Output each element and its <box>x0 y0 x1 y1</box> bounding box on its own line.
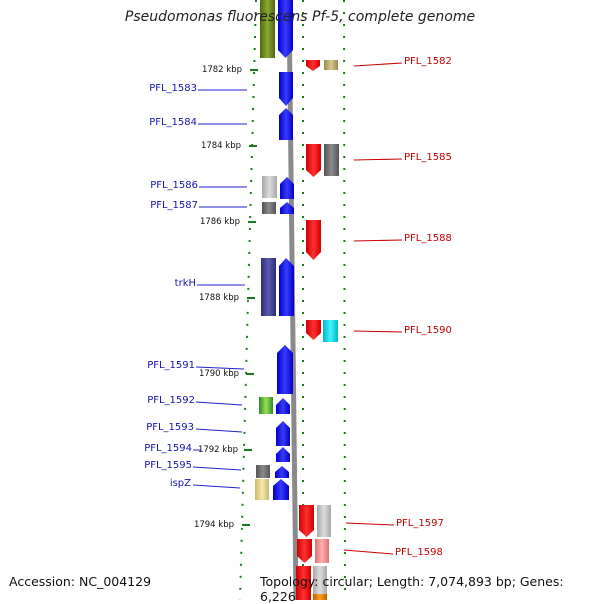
gene-label-right[interactable]: PFL_1588 <box>404 233 452 244</box>
gene-arrow[interactable] <box>279 72 293 106</box>
gene-label-left[interactable]: PFL_1587 <box>150 200 198 211</box>
gene-label-right[interactable]: PFL_1585 <box>404 152 452 163</box>
gene-label-left[interactable]: PFL_1583 <box>149 83 197 94</box>
gene-arrow[interactable] <box>297 539 312 563</box>
gene-arrow[interactable] <box>273 479 289 500</box>
gene-arrow[interactable] <box>280 202 294 214</box>
gene-arrow[interactable] <box>276 421 290 446</box>
kbp-label: 1788 kbp <box>198 293 239 303</box>
gene-block[interactable] <box>313 594 327 600</box>
gene-label-left[interactable]: trkH <box>174 278 196 289</box>
gene-arrow[interactable] <box>279 108 293 140</box>
right-label-leaders <box>343 62 403 555</box>
gene-arrow[interactable] <box>280 177 294 199</box>
kbp-label: 1790 kbp <box>198 369 239 379</box>
genome-title: Pseudomonas fluorescens Pf-5, complete g… <box>124 9 476 25</box>
kbp-label: 1792 kbp <box>197 445 238 455</box>
gene-arrow[interactable] <box>306 60 320 71</box>
gene-block[interactable] <box>323 320 338 342</box>
gene-label-left[interactable]: PFL_1591 <box>147 360 195 371</box>
gene-label-right[interactable]: PFL_1582 <box>404 56 452 67</box>
gene-arrow[interactable] <box>306 144 321 177</box>
gene-block[interactable] <box>259 397 273 414</box>
gene-block[interactable] <box>262 202 276 214</box>
gene-arrow[interactable] <box>279 258 294 316</box>
left-label-leaders <box>192 89 247 489</box>
gene-arrow[interactable] <box>306 220 321 260</box>
gene-block[interactable] <box>317 505 331 537</box>
gene-arrow[interactable] <box>276 447 290 462</box>
gene-label-left[interactable]: PFL_1592 <box>147 395 195 406</box>
gene-block[interactable] <box>324 144 339 176</box>
gene-arrow[interactable] <box>275 466 289 478</box>
gene-label-left[interactable]: PFL_1586 <box>150 180 198 191</box>
accession-label: Accession: NC_004129 <box>9 574 152 589</box>
gene-label-left[interactable]: PFL_1584 <box>149 117 197 128</box>
outer-dotted-guide <box>239 0 257 600</box>
gene-block[interactable] <box>262 176 277 198</box>
gene-arrow[interactable] <box>299 505 314 537</box>
gene-block[interactable] <box>256 465 270 478</box>
gene-label-left[interactable]: PFL_1593 <box>146 422 194 433</box>
gene-label-left[interactable]: ispZ <box>169 478 191 489</box>
gene-block[interactable] <box>324 60 338 70</box>
kbp-ticks <box>242 69 258 526</box>
outer-dotted-guide <box>343 0 346 600</box>
kbp-label: 1782 kbp <box>201 65 242 75</box>
kbp-label: 1786 kbp <box>199 217 240 227</box>
gene-block[interactable] <box>260 0 275 58</box>
gene-label-right[interactable]: PFL_1597 <box>396 518 444 529</box>
gene-block[interactable] <box>296 566 311 600</box>
gene-arrow[interactable] <box>278 0 293 58</box>
gene-block[interactable] <box>315 539 329 563</box>
gene-label-left[interactable]: PFL_1595 <box>144 460 192 471</box>
gene-arrow[interactable] <box>277 345 293 394</box>
gene-arrow[interactable] <box>306 320 321 340</box>
gene-arrow[interactable] <box>276 398 290 414</box>
kbp-label: 1784 kbp <box>200 141 241 151</box>
kbp-label: 1794 kbp <box>193 520 234 530</box>
gene-label-right[interactable]: PFL_1590 <box>404 325 452 336</box>
gene-label-left[interactable]: PFL_1594 <box>144 443 192 454</box>
gene-block[interactable] <box>261 258 276 316</box>
forward-strand-genes <box>255 0 294 500</box>
gene-label-right[interactable]: PFL_1598 <box>395 547 443 558</box>
gene-block[interactable] <box>255 479 269 500</box>
reverse-strand-genes <box>296 60 339 600</box>
gene-block[interactable] <box>313 566 327 600</box>
